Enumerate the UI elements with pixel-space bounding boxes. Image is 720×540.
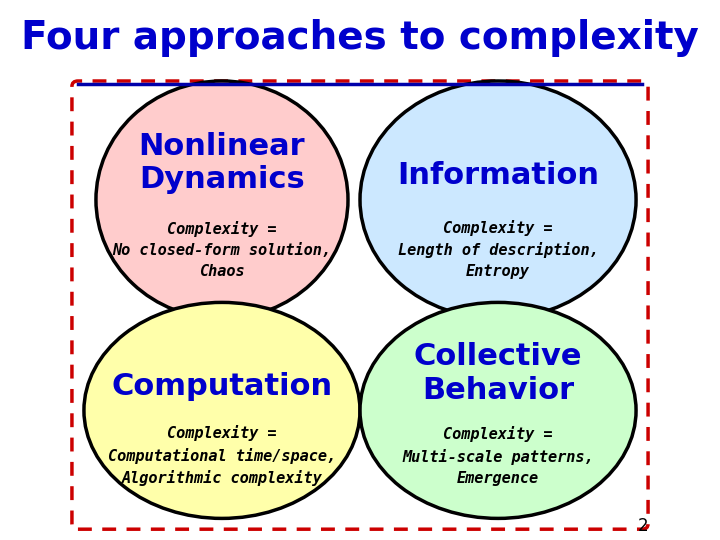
Text: Nonlinear
Dynamics: Nonlinear Dynamics <box>139 132 305 194</box>
Ellipse shape <box>360 81 636 319</box>
Text: Collective
Behavior: Collective Behavior <box>414 342 582 405</box>
Text: Complexity =
Length of description,
Entropy: Complexity = Length of description, Entr… <box>397 220 598 279</box>
Text: Complexity =
No closed-form solution,
Chaos: Complexity = No closed-form solution, Ch… <box>112 221 331 279</box>
Text: Complexity =
Multi-scale patterns,
Emergence: Complexity = Multi-scale patterns, Emerg… <box>402 426 594 485</box>
Text: Computation: Computation <box>112 372 333 401</box>
Text: 2: 2 <box>637 517 648 535</box>
Text: Information: Information <box>397 161 599 190</box>
Ellipse shape <box>84 302 360 518</box>
Text: Complexity =
Computational time/space,
Algorithmic complexity: Complexity = Computational time/space, A… <box>108 426 336 486</box>
Text: Four approaches to complexity: Four approaches to complexity <box>21 19 699 57</box>
Ellipse shape <box>96 81 348 319</box>
Ellipse shape <box>360 302 636 518</box>
